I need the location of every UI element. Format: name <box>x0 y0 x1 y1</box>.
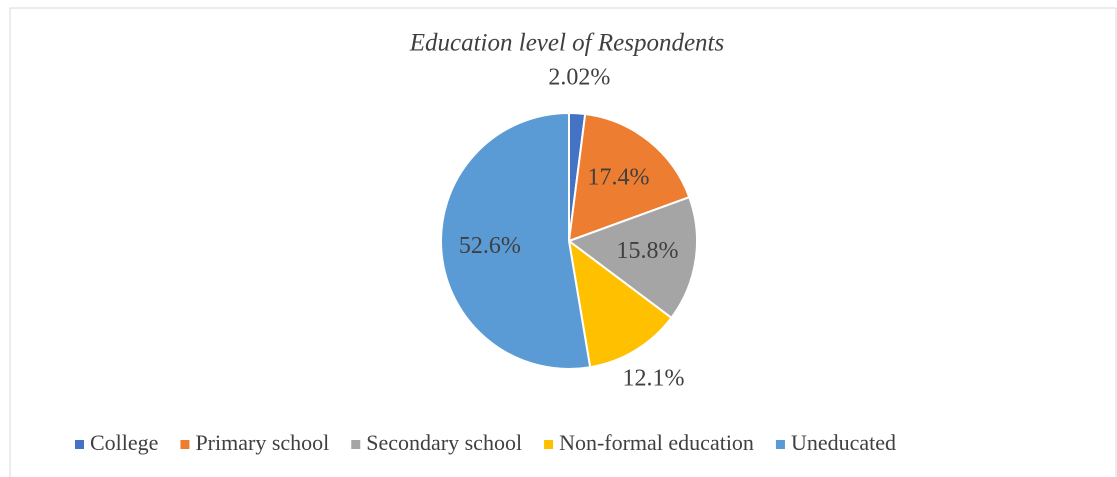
pie-slice <box>440 111 592 370</box>
legend-marker <box>544 440 554 449</box>
legend-marker <box>351 440 361 449</box>
pie-slice <box>566 195 698 320</box>
pie-slice <box>567 238 673 369</box>
legend-marker <box>75 440 84 449</box>
chart-title: Education level of Respondents <box>409 30 725 57</box>
legend-label: Non-formal education <box>559 430 754 455</box>
data-label: 15.8% <box>617 238 679 264</box>
legend-marker <box>775 440 785 449</box>
data-label: 12.1% <box>622 365 684 391</box>
legend-label: Secondary school <box>366 430 522 455</box>
data-label: 2.02% <box>548 64 610 90</box>
data-label: 52.6% <box>459 233 521 259</box>
pie-slice <box>567 112 691 243</box>
legend-marker <box>180 440 190 449</box>
legend-label: Uneducated <box>791 430 896 455</box>
data-label: 17.4% <box>588 164 650 190</box>
legend-label: Primary school <box>195 430 329 455</box>
legend-label: College <box>90 430 158 455</box>
